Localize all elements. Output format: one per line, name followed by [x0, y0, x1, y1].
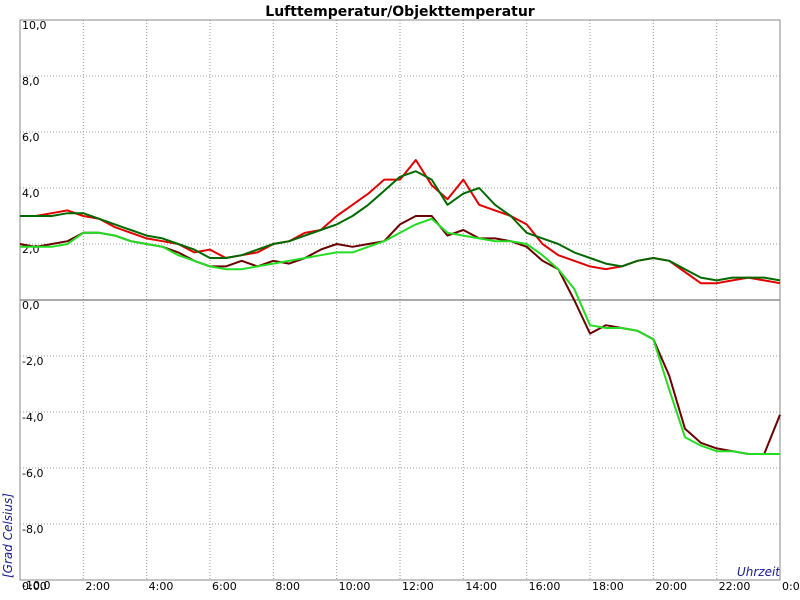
x-tick-label: 16:00	[529, 580, 561, 593]
y-axis-label: [Grad Celsius]	[1, 493, 15, 578]
y-tick-label: -8,0	[22, 523, 43, 536]
plot-border	[19, 19, 781, 581]
x-tick-label: 18:00	[592, 580, 624, 593]
y-tick-label: -4,0	[22, 411, 43, 424]
x-tick-label: 10:00	[339, 580, 371, 593]
y-tick-label: 8,0	[22, 75, 40, 88]
x-tick-label: 14:00	[465, 580, 497, 593]
y-tick-label: -10,0	[22, 579, 50, 592]
y-tick-label: -6,0	[22, 467, 43, 480]
y-tick-label: 4,0	[22, 187, 40, 200]
x-tick-label: 0:00	[782, 580, 800, 593]
x-tick-label: 4:00	[149, 580, 174, 593]
y-tick-label: 10,0	[22, 19, 47, 32]
x-tick-label: 6:00	[212, 580, 237, 593]
series-line	[20, 217, 780, 455]
series-line	[20, 170, 781, 282]
y-tick-label: -2,0	[22, 355, 43, 368]
x-tick-label: 8:00	[275, 580, 300, 593]
x-axis-label: Uhrzeit	[737, 565, 781, 579]
y-tick-label: 0,0	[22, 299, 40, 312]
x-tick-label: 0:00	[22, 580, 47, 593]
x-tick-label: 12:00	[402, 580, 434, 593]
x-tick-label: 2:00	[85, 580, 110, 593]
chart-title: Lufttemperatur/Objekttemperatur	[265, 4, 535, 20]
x-tick-label: 22:00	[719, 580, 751, 593]
x-tick-label: 20:00	[655, 580, 687, 593]
y-tick-label: 6,0	[22, 131, 40, 144]
